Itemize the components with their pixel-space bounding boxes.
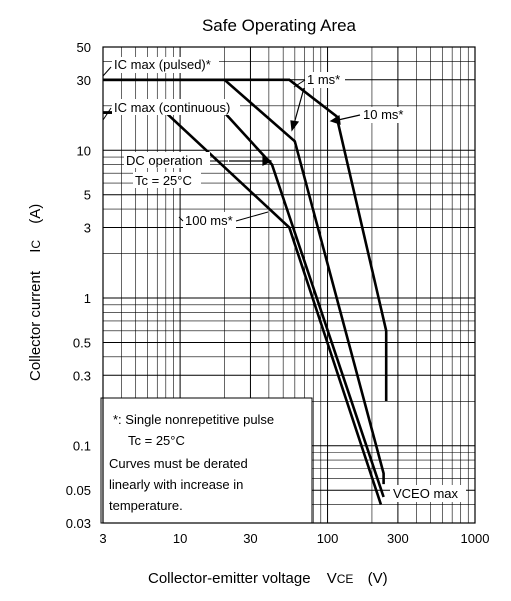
label-bg-ic-pulsed bbox=[112, 57, 219, 73]
y-tick-label: 3 bbox=[84, 221, 91, 236]
soa-curve-2 bbox=[103, 78, 385, 485]
y-tick-label: 0.03 bbox=[66, 516, 91, 531]
label-ic-pulsed: IC max (pulsed)* bbox=[114, 57, 211, 72]
leader-one-ms bbox=[293, 79, 306, 88]
y-tick-label: 10 bbox=[77, 143, 91, 158]
x-axis-unit: (V) bbox=[368, 570, 388, 587]
leader-hundred-ms-b bbox=[235, 211, 269, 222]
leader-hundred-ms bbox=[178, 216, 184, 222]
label-dc-operation: DC operation bbox=[126, 153, 203, 168]
x-axis-title: Collector-emitter voltage VCE (V) bbox=[148, 570, 388, 587]
label-bg-ten-ms bbox=[361, 107, 408, 123]
label-ic-continuous: IC max (continuous) bbox=[114, 100, 230, 115]
x-tick-label: 100 bbox=[317, 531, 339, 546]
leader-ic-pulsed bbox=[102, 66, 112, 77]
x-tick-labels: 3 10 30 100 300 1000 bbox=[99, 531, 489, 546]
note-box bbox=[100, 397, 313, 524]
y-axis-subscript: C bbox=[29, 240, 43, 249]
y-tick-label: 0.5 bbox=[73, 335, 91, 350]
x-tick-label: 10 bbox=[173, 531, 187, 546]
x-axis-subscript: CE bbox=[337, 572, 354, 586]
x-tick-label: 3 bbox=[99, 531, 106, 546]
arrow-one-ms-head bbox=[290, 120, 300, 132]
y-tick-labels: 50 30 10 5 3 1 0.5 0.3 0.1 0.05 0.03 bbox=[66, 40, 91, 531]
x-tick-label: 1000 bbox=[461, 531, 490, 546]
y-tick-label: 0.1 bbox=[73, 439, 91, 454]
label-bg-vceo bbox=[390, 485, 466, 502]
y-tick-label: 0.05 bbox=[66, 483, 91, 498]
chart-title: Safe Operating Area bbox=[202, 16, 357, 35]
soa-curve-1 bbox=[103, 78, 388, 402]
arrow-one-ms-shaft bbox=[293, 87, 305, 125]
label-hundred-ms: 100 ms* bbox=[185, 213, 233, 228]
annotation-arrows bbox=[229, 87, 361, 166]
y-tick-label: 50 bbox=[77, 40, 91, 55]
x-axis-title-text: Collector-emitter voltage bbox=[148, 570, 311, 587]
label-bg-tc bbox=[133, 172, 201, 188]
y-tick-label: 5 bbox=[84, 188, 91, 203]
y-axis-symbol: I bbox=[27, 249, 44, 253]
x-tick-label: 300 bbox=[387, 531, 409, 546]
x-tick-label: 30 bbox=[243, 531, 257, 546]
label-bg-one-ms bbox=[305, 72, 345, 88]
note-line-5: temperature. bbox=[109, 498, 183, 513]
y-tick-label: 1 bbox=[84, 291, 91, 306]
label-bg-hundred-ms bbox=[183, 212, 236, 228]
leader-lines bbox=[102, 66, 306, 222]
arrow-dc-op-head bbox=[262, 156, 273, 166]
leader-ic-cont bbox=[102, 107, 112, 121]
y-axis-unit: (A) bbox=[27, 204, 44, 224]
note-line-1: *: Single nonrepetitive pulse bbox=[113, 412, 274, 427]
plot-frame bbox=[102, 46, 476, 524]
arrow-ten-ms-head bbox=[329, 114, 341, 125]
y-axis-title: Collector current IC (A) bbox=[27, 204, 44, 381]
label-vceo-max: VCEO max bbox=[393, 486, 459, 501]
label-tc-25: Tc = 25°C bbox=[135, 173, 192, 188]
note-line-2: Tc = 25°C bbox=[128, 433, 185, 448]
note-line-4: linearly with increase in bbox=[109, 477, 243, 492]
y-axis-title-text: Collector current bbox=[27, 270, 44, 381]
y-tick-label: 0.3 bbox=[73, 368, 91, 383]
label-ten-ms: 10 ms* bbox=[363, 107, 403, 122]
label-one-ms: 1 ms* bbox=[307, 72, 340, 87]
arrow-ten-ms-shaft bbox=[337, 114, 361, 121]
y-tick-label: 30 bbox=[77, 73, 91, 88]
note-line-3: Curves must be derated bbox=[109, 456, 248, 471]
x-axis-symbol: V bbox=[327, 570, 337, 587]
label-bg-dc-op bbox=[124, 152, 210, 168]
label-bg-ic-cont bbox=[112, 99, 240, 115]
